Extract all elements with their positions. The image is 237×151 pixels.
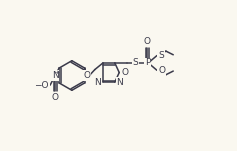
Text: S: S [133, 58, 138, 67]
Text: O: O [158, 66, 165, 75]
Text: −O: −O [34, 81, 49, 90]
Text: P: P [145, 58, 150, 67]
Text: O: O [52, 93, 59, 102]
Text: N: N [52, 71, 59, 80]
Text: N: N [117, 78, 123, 87]
Text: O: O [144, 37, 151, 46]
Text: O: O [121, 68, 128, 77]
Text: N: N [94, 78, 101, 87]
Text: S: S [158, 51, 164, 60]
Text: O: O [83, 71, 90, 80]
Text: +: + [55, 70, 60, 75]
